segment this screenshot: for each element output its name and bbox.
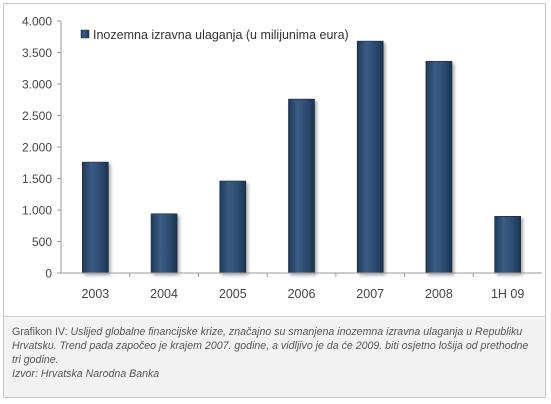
bar bbox=[219, 180, 247, 274]
bar bbox=[494, 216, 521, 274]
figure-frame: 0 500 1.000 1.500 2.000 2.500 3.000 3.500 4.000 … bbox=[3, 3, 546, 398]
figure-caption: Grafikon IV: Uslijed globalne financijsk… bbox=[12, 325, 536, 381]
y-tick-label: 1.500 bbox=[22, 172, 52, 186]
y-tick-label: 2.500 bbox=[22, 109, 52, 123]
y-tick-label: 1.000 bbox=[22, 204, 52, 218]
bar bbox=[288, 98, 315, 274]
y-tick-label: 500 bbox=[32, 235, 52, 249]
bar bbox=[150, 213, 178, 274]
y-tick-label: 0 bbox=[45, 267, 52, 281]
bar bbox=[356, 40, 384, 274]
bar bbox=[425, 61, 453, 274]
y-tick-label: 3.500 bbox=[22, 46, 52, 60]
x-tick-label: 2008 bbox=[425, 287, 453, 301]
chart-area: 0 500 1.000 1.500 2.000 2.500 3.000 3.500 4.000 … bbox=[4, 4, 545, 317]
x-tick-label: 2003 bbox=[81, 287, 109, 301]
caption-source: Izvor: Hrvatska Narodna Banka bbox=[12, 368, 160, 380]
bar-chart: 05001.0001.5002.0002.5003.0003.5004.000 … bbox=[22, 15, 542, 301]
legend-label: Inozemna izravna ulaganja (u milijunima … bbox=[93, 28, 349, 42]
y-tick-label: 4.000 bbox=[22, 15, 52, 29]
x-tick-label: 2006 bbox=[288, 287, 316, 301]
y-tick-label: 3.000 bbox=[22, 78, 52, 92]
bar bbox=[82, 161, 109, 274]
caption-label: Grafikon IV: bbox=[12, 326, 68, 338]
x-tick-label: 1H 09 bbox=[491, 287, 524, 301]
x-tick-label: 2007 bbox=[356, 287, 384, 301]
caption-box: Grafikon IV: Uslijed globalne financijsk… bbox=[4, 318, 545, 397]
x-tick-label: 2004 bbox=[150, 287, 178, 301]
caption-text: Uslijed globalne financijske krize, znač… bbox=[12, 326, 529, 366]
legend-swatch bbox=[80, 29, 90, 39]
y-tick-label: 2.000 bbox=[22, 141, 52, 155]
x-tick-label: 2005 bbox=[219, 287, 247, 301]
